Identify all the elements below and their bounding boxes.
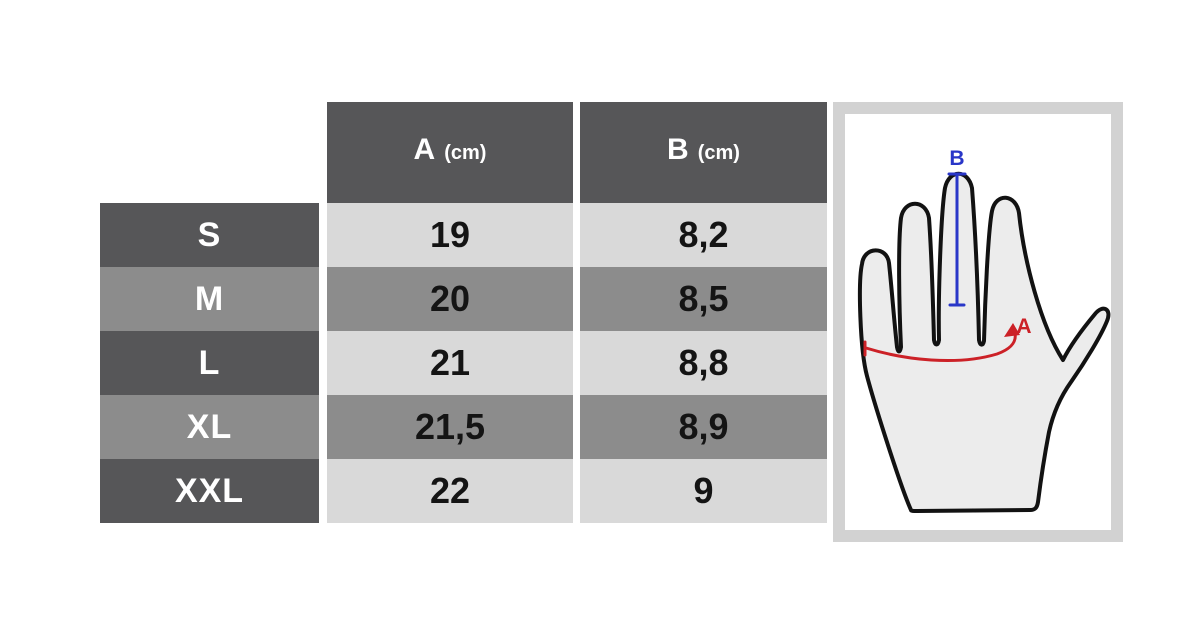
size-label-l: L xyxy=(100,331,319,395)
hand-outline-icon xyxy=(857,171,1111,513)
size-label-s: S xyxy=(100,203,319,267)
value-a-size-m: 20 xyxy=(327,267,573,331)
hand-illustration: B A xyxy=(857,147,1111,513)
size-label-xl: XL xyxy=(100,395,319,459)
size-label-xxl: XXL xyxy=(100,459,319,523)
column-a-letter: A xyxy=(413,133,436,166)
value-b-size-xxl: 9 xyxy=(580,459,827,523)
value-b-size-s: 8,2 xyxy=(580,203,827,267)
a-arrowhead-icon xyxy=(1004,323,1020,337)
column-b-letter: B xyxy=(667,133,689,166)
value-a-size-xxl: 22 xyxy=(327,459,573,523)
column-header-a: A (cm) xyxy=(327,102,573,203)
b-measure-label: B xyxy=(949,147,964,170)
value-b-size-xl: 8,9 xyxy=(580,395,827,459)
column-header-b: B (cm) xyxy=(580,102,827,203)
value-a-size-l: 21 xyxy=(327,331,573,395)
value-a-size-s: 19 xyxy=(327,203,573,267)
column-a-unit: (cm) xyxy=(444,142,487,164)
value-a-size-xl: 21,5 xyxy=(327,395,573,459)
a-measure-line-icon xyxy=(863,323,1020,362)
size-label-m: M xyxy=(100,267,319,331)
value-b-size-m: 8,5 xyxy=(580,267,827,331)
b-measure-line-icon xyxy=(947,172,967,307)
value-b-size-l: 8,8 xyxy=(580,331,827,395)
hand-diagram-panel: B A xyxy=(833,102,1123,542)
column-b-unit: (cm) xyxy=(697,142,740,164)
a-measure-label: A xyxy=(1016,315,1031,338)
